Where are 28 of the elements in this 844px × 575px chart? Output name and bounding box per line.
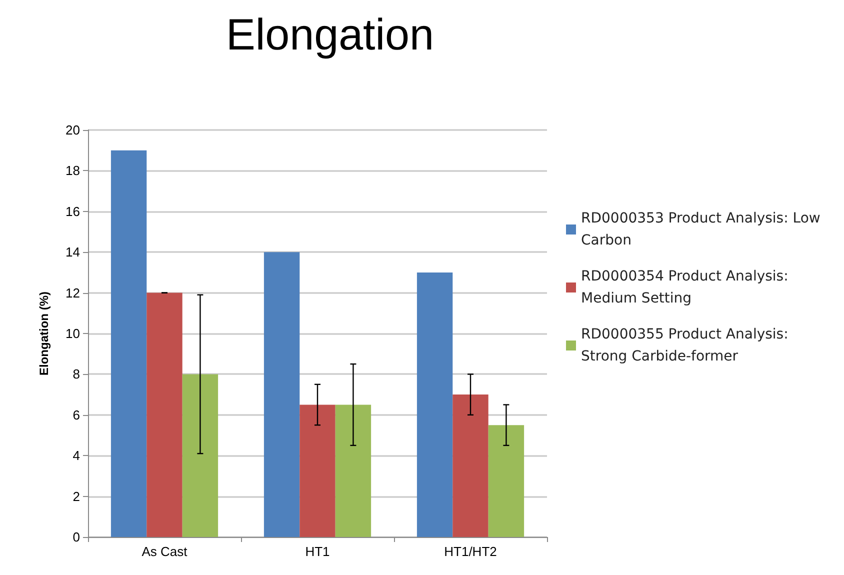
bar: [182, 374, 218, 537]
legend-label: RD0000353 Product Analysis: Low Carbon: [581, 210, 825, 248]
y-axis-title: Elongation (%): [37, 292, 51, 376]
bar: [146, 292, 182, 537]
legend-label: RD0000354 Product Analysis: Medium Setting: [581, 268, 793, 306]
y-tick-label: 20: [66, 122, 80, 138]
bar: [264, 252, 300, 537]
y-tick-label: 10: [66, 326, 80, 341]
x-tick-label: HT1: [305, 544, 330, 559]
y-tick-label: 2: [72, 488, 80, 504]
bar: [335, 404, 372, 537]
bar: [300, 404, 336, 537]
legend-label: RD0000355 Product Analysis: Strong Carbide-former: [581, 326, 793, 364]
bar: [110, 150, 147, 537]
x-tick-label: As Cast: [142, 544, 188, 559]
bar: [488, 425, 524, 537]
y-tick-label: 4: [72, 448, 80, 464]
y-tick-label: 0: [72, 530, 80, 544]
x-tick-label: HT1/HT2: [444, 544, 497, 559]
bar: [452, 394, 488, 537]
y-tick-label: 6: [72, 407, 80, 422]
y-tick-label: 12: [66, 285, 80, 300]
y-tick-label: 18: [66, 163, 80, 178]
bar: [416, 272, 453, 537]
y-tick-label: 16: [66, 204, 80, 219]
chart-title: Elongation: [226, 10, 434, 60]
y-tick-label: 14: [66, 244, 80, 260]
y-tick-label: 8: [72, 366, 80, 382]
